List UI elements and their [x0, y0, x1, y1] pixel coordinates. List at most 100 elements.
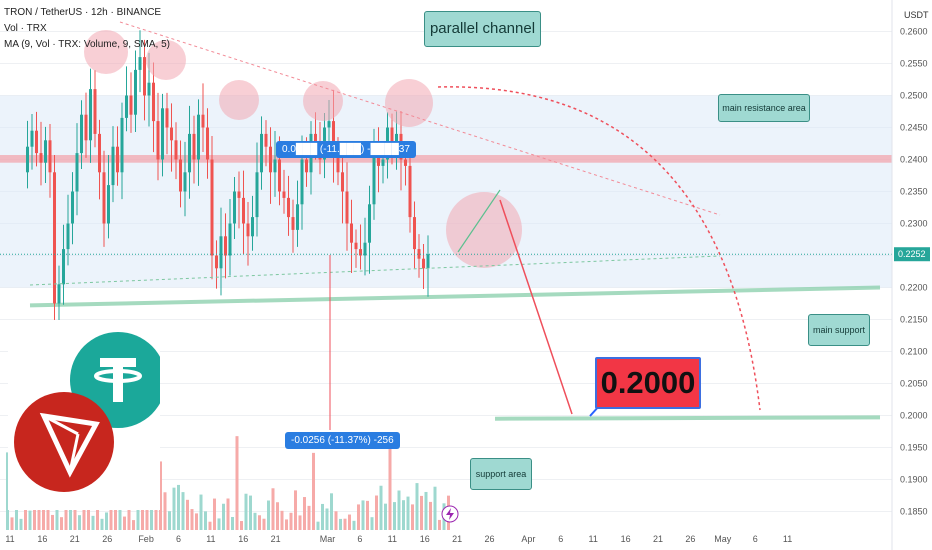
currency-label: USDT [904, 10, 929, 20]
channel-label[interactable]: parallel channel [424, 11, 541, 47]
logo-art [14, 332, 166, 492]
candle-body [89, 89, 92, 141]
volume-bar [276, 502, 279, 530]
volume-bar [172, 487, 176, 530]
price-tick: 0.2150 [900, 315, 928, 325]
time-tick: 21 [70, 534, 80, 544]
candle-body [287, 197, 290, 218]
volume-bar [316, 521, 320, 530]
price-tick: 0.2350 [900, 187, 928, 197]
price-tick: 0.2200 [900, 283, 928, 293]
price-axis: 0.2600 0.2550 0.2500 0.2450 0.2400 0.2350 0.23… [891, 0, 930, 550]
support-area-line [494, 415, 881, 421]
candle-body [327, 121, 331, 128]
volume-bar [181, 492, 185, 530]
tron-logo [14, 392, 114, 492]
volume-bar [91, 515, 95, 530]
projection-arc [437, 86, 761, 411]
candle-body [197, 114, 200, 160]
volume-bar [96, 507, 99, 530]
volume-bar [118, 491, 122, 530]
price-tick: 0.2500 [900, 91, 928, 101]
volume-bar [339, 518, 342, 530]
target-price-label[interactable]: 0.2000 [595, 357, 701, 409]
measure-label-top[interactable]: 0.0███ (-11.███) -████37 [276, 141, 416, 158]
main-support-label[interactable]: main support [808, 314, 870, 346]
legend-vol: Vol · TRX [4, 23, 47, 34]
last-price-text: 0.2252 [898, 249, 926, 259]
volume-bar [51, 514, 54, 530]
volume-bar [411, 504, 414, 530]
time-tick: 16 [37, 534, 47, 544]
resistance-zone [0, 155, 892, 163]
volume-bar [42, 495, 45, 530]
volume-bar [280, 510, 284, 530]
support-area-label[interactable]: support area [470, 458, 532, 490]
volume-bar [294, 490, 297, 530]
volume-bar [114, 497, 117, 530]
volume-bar [249, 495, 252, 530]
candle-body [93, 89, 97, 134]
volume-bar [28, 510, 32, 530]
price-tick: 0.2300 [900, 219, 928, 229]
volume-bar [69, 505, 72, 530]
candle-body [363, 242, 367, 256]
volume-bar [150, 504, 153, 530]
volume-bar [379, 485, 383, 530]
volume-bar [298, 515, 302, 530]
candle-body [107, 185, 110, 224]
volume-bar [195, 513, 198, 530]
candle-body [152, 82, 155, 122]
volume-bar [253, 512, 257, 530]
volume-bar [388, 436, 392, 530]
volume-bar [262, 518, 266, 530]
candle-body [30, 130, 34, 147]
lightning-icon[interactable] [441, 505, 459, 523]
candle-body [98, 133, 101, 173]
resistance-label[interactable]: main resistance area [718, 94, 810, 122]
last-price-tag [894, 247, 930, 262]
candle-body [134, 69, 137, 115]
time-tick: 21 [271, 534, 281, 544]
candle-body [183, 172, 187, 192]
candle-body [62, 249, 65, 285]
volume-bar [100, 518, 104, 530]
candle-body [35, 130, 38, 154]
price-tick: 0.2050 [900, 379, 928, 389]
volume-bar [168, 511, 171, 530]
candle-body [381, 159, 385, 166]
price-tick: 0.1900 [900, 475, 928, 485]
volume-bar [73, 495, 77, 530]
volume-bar [312, 452, 315, 530]
volume-bar [406, 496, 410, 530]
candle-body [206, 127, 209, 160]
volume-bar [37, 502, 41, 530]
time-tick: 6 [357, 534, 362, 544]
volume-bar [235, 436, 239, 530]
volume-bar [10, 517, 14, 530]
volume-bar [361, 500, 365, 530]
channel-zone [0, 95, 892, 288]
volume-bar [145, 504, 149, 530]
candle-body [170, 127, 173, 141]
volume-bar [132, 520, 135, 530]
volume-bar [226, 498, 230, 530]
measure-label-bottom[interactable]: -0.0256 (-11.37%) -256 [285, 432, 400, 449]
price-tick: 0.2450 [900, 123, 928, 133]
price-tick: 0.2400 [900, 155, 928, 165]
time-tick: 11 [206, 534, 215, 544]
candle-body [426, 254, 430, 269]
volume-bar [154, 503, 158, 530]
candle-body [273, 159, 277, 173]
candle-body [39, 153, 43, 163]
volume-bar [330, 493, 333, 530]
candle-body [80, 114, 83, 154]
candle-body [165, 108, 169, 128]
candle-body [53, 172, 56, 304]
candle-body [111, 146, 115, 186]
time-tick: Feb [138, 534, 154, 544]
volume-bar [15, 504, 18, 530]
volume-bar [163, 492, 167, 530]
candle-body [260, 133, 263, 173]
